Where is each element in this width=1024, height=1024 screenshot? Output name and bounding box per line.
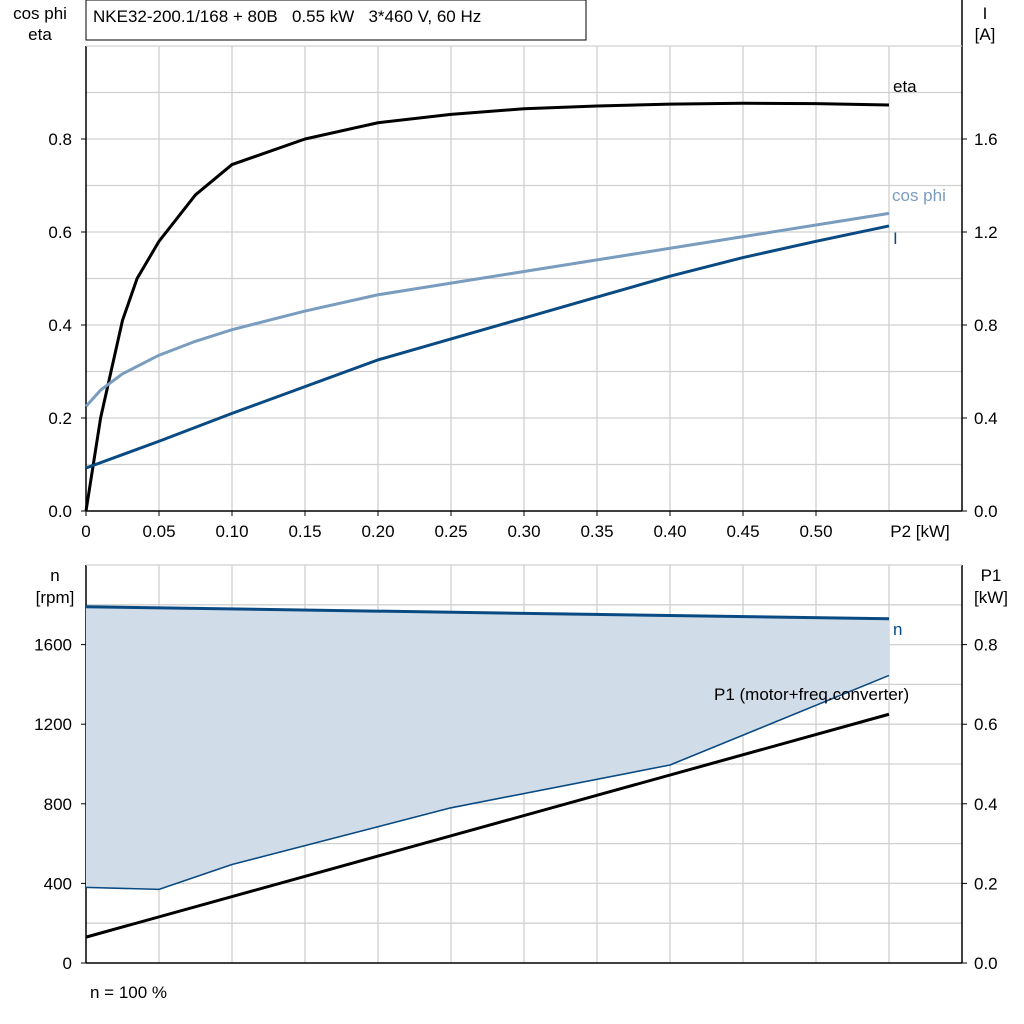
y-left-tick-label: 0.6: [48, 223, 72, 242]
y-right-tick-label: 0.0: [974, 502, 998, 521]
footnote: n = 100 %: [90, 983, 167, 1002]
top-grid: 0.0 0.2 0.4 0.6 0.8 0.0 0.4 0.8 1.2 1.6 0 0.05 0.10 0…: [48, 0, 998, 541]
series-line-i: [85, 224, 890, 470]
x-tick-label: 0.35: [580, 522, 613, 541]
x-tick-label: 0.20: [361, 522, 394, 541]
x-tick-label: 0.45: [726, 522, 759, 541]
x-tick-label: 0.30: [507, 522, 540, 541]
label-eta: eta: [893, 77, 917, 96]
series-line-lower-speed-limit: [85, 674, 890, 891]
x-tick-label: 0.05: [142, 522, 175, 541]
y-right-tick-label: 0.8: [974, 636, 998, 655]
series-line-cos-phi: [84, 211, 890, 408]
y-right-tick-label: 1.6: [974, 130, 998, 149]
y-left-tick-label: 0.2: [48, 409, 72, 428]
chart-marks: [84, 101, 890, 939]
y-left-tick-label: 0: [63, 954, 72, 973]
x-tick-label: 0.25: [434, 522, 467, 541]
x-tick-label: 0.15: [288, 522, 321, 541]
y-left-tick-label: 0.0: [48, 502, 72, 521]
label-current: I: [893, 229, 898, 248]
label-cosphi: cos phi: [892, 186, 946, 205]
x-tick-label: 0: [81, 522, 90, 541]
y-right-tick-label: 0.8: [974, 316, 998, 335]
y-right-label-kw: [kW]: [974, 588, 1008, 607]
y-right-tick-label: 1.2: [974, 223, 998, 242]
y-left-label-n: n: [50, 566, 59, 585]
operating-range-area: [86, 606, 889, 890]
series-line-n: [85, 605, 890, 621]
y-right-tick-label: 0.4: [974, 795, 998, 814]
y-left-tick-label: 1200: [34, 715, 72, 734]
series-line-p1-motor-freq-converter-: [85, 712, 890, 939]
x-tick-label: 0.10: [215, 522, 248, 541]
x-axis-label: P2 [kW]: [890, 522, 950, 541]
y-right-label-unit: [A]: [975, 25, 996, 44]
y-right-tick-label: 0.6: [974, 715, 998, 734]
y-left-tick-label: 1600: [34, 636, 72, 655]
title-box: [85, 0, 587, 41]
series-line-eta: [84, 101, 890, 512]
y-left-label-cosphi: cos phi: [13, 4, 67, 23]
y-left-tick-label: 800: [44, 795, 72, 814]
x-tick-label: 0.50: [799, 522, 832, 541]
y-left-tick-label: 0.4: [48, 316, 72, 335]
y-right-label-i: I: [983, 4, 988, 23]
chart-title: NKE32-200.1/168 + 80B 0.55 kW 3*460 V, 6…: [93, 7, 481, 26]
y-left-tick-label: 400: [44, 874, 72, 893]
y-right-tick-label: 0.0: [974, 954, 998, 973]
y-right-tick-label: 0.2: [974, 874, 998, 893]
y-left-label-eta: eta: [28, 25, 52, 44]
x-tick-label: 0.40: [653, 522, 686, 541]
label-n: n: [893, 620, 902, 639]
y-left-tick-label: 0.8: [48, 130, 72, 149]
y-right-tick-label: 0.4: [974, 409, 998, 428]
y-left-label-rpm: [rpm]: [36, 588, 75, 607]
y-right-label-p1: P1: [981, 566, 1002, 585]
label-p1: P1 (motor+freq.converter): [714, 685, 909, 704]
